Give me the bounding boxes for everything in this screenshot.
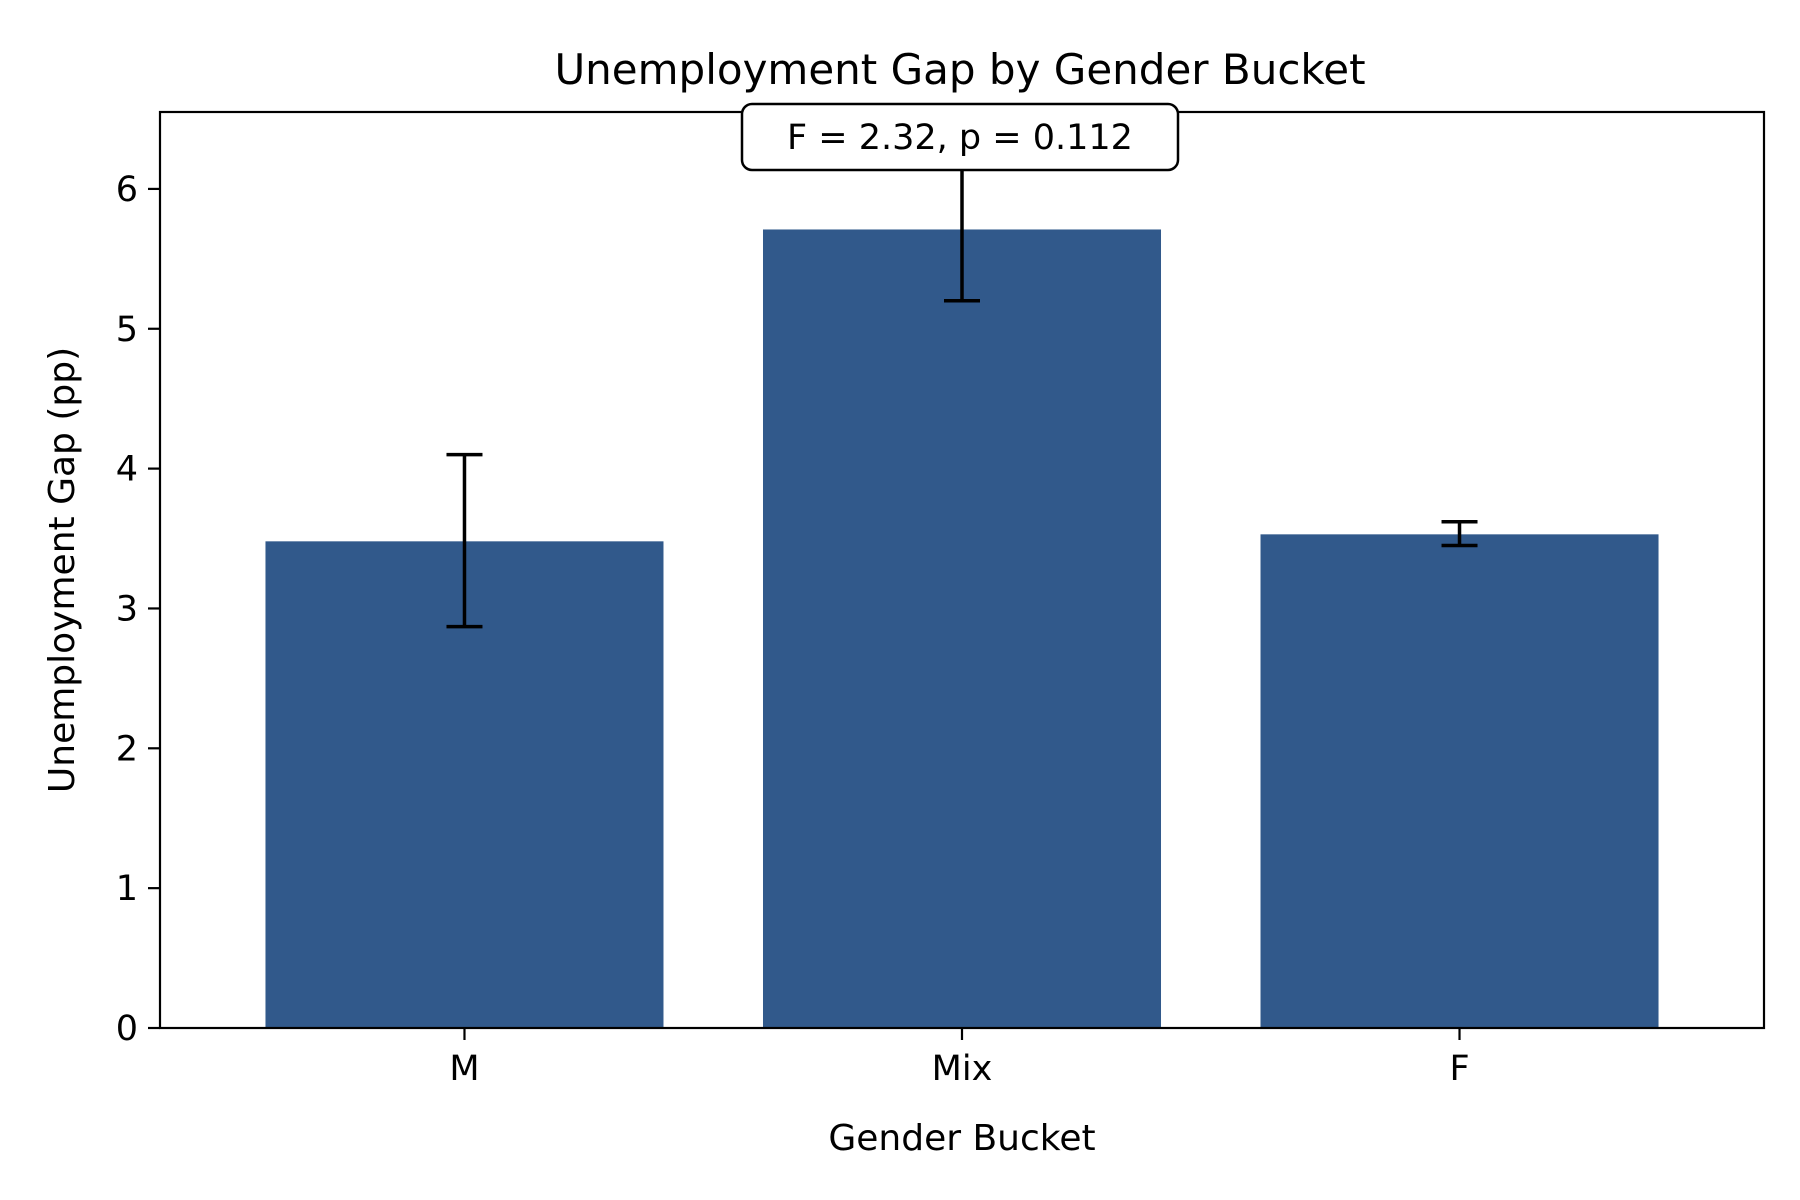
bar-mix [762, 229, 1162, 1029]
y-tick-label: 2 [116, 729, 138, 769]
x-tick-label: Mix [932, 1049, 993, 1089]
y-tick-label: 1 [116, 869, 138, 909]
annotation-box: F = 2.32, p = 0.112 [740, 102, 1180, 172]
y-tick-label: 0 [116, 1009, 138, 1049]
plot-area: 0 1 2 3 4 5 6 M Mix F [116, 156, 1659, 1089]
x-axis-label: Gender Bucket [828, 1118, 1095, 1159]
chart-title: Unemployment Gap by Gender Bucket [554, 45, 1365, 94]
x-tick-label: F [1449, 1049, 1469, 1089]
annotation-frame [740, 102, 1180, 172]
y-axis-label: Unemployment Gap (pp) [42, 347, 83, 793]
y-tick-label: 3 [116, 589, 138, 629]
x-tick-label: M [449, 1049, 479, 1089]
y-tick-label: 5 [116, 310, 138, 350]
annotation-text: F = 2.32, p = 0.112 [787, 118, 1133, 158]
y-tick-label: 6 [116, 170, 138, 210]
bar-f [1260, 534, 1659, 1028]
y-tick-label: 4 [116, 450, 138, 490]
